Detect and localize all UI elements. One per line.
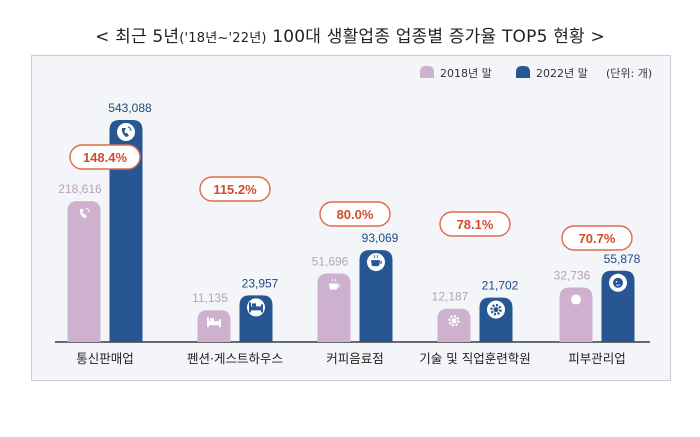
category-group: 11,135 23,957 115.2% 펜션·게스트하우스 bbox=[187, 176, 283, 366]
bar-2022 bbox=[601, 270, 635, 342]
category-group: 12,187 21,702 78.1% 기술 및 직업훈련학원 bbox=[419, 211, 531, 366]
bar-2018 bbox=[317, 273, 351, 342]
data-label-2018: 51,696 bbox=[312, 255, 349, 269]
data-label-2022: 93,069 bbox=[362, 231, 399, 245]
gear-icon bbox=[448, 314, 460, 327]
face-care-icon bbox=[613, 277, 623, 288]
category-label: 통신판매업 bbox=[76, 351, 134, 366]
growth-badge bbox=[561, 225, 633, 251]
data-label-2022: 55,878 bbox=[604, 252, 641, 266]
bar-2022-icon-badge bbox=[117, 123, 135, 141]
phone-icon bbox=[121, 126, 132, 137]
category-label: 커피음료점 bbox=[326, 351, 384, 366]
category-group: 218,616 543,088 148.4% 통신판매업 bbox=[58, 101, 152, 366]
data-label-2018: 218,616 bbox=[58, 182, 102, 196]
chart-title: < 최근 5년('18년~'22년) 100대 생활업종 업종별 증가율 TOP… bbox=[0, 22, 700, 47]
category-label: 기술 및 직업훈련학원 bbox=[419, 351, 530, 366]
data-label-2018: 12,187 bbox=[432, 290, 469, 304]
growth-rate-label: 148.4% bbox=[83, 150, 128, 165]
category-group: 51,696 93,069 80.0% 커피음료점 bbox=[312, 201, 399, 366]
growth-badge bbox=[199, 176, 271, 202]
legend: 2018년 말 2022년 말 (단위: 개) bbox=[420, 66, 652, 80]
growth-rate-label: 115.2% bbox=[213, 182, 257, 197]
face-care-icon bbox=[571, 294, 581, 305]
growth-badge bbox=[439, 211, 511, 237]
title-period: ('18년~'22년) bbox=[179, 31, 267, 46]
category-group: 32,736 55,878 70.7% 피부관리업 bbox=[554, 225, 641, 366]
unit-note: (단위: 개) bbox=[606, 67, 652, 80]
coffee-cup-icon bbox=[329, 278, 340, 290]
bar-2022 bbox=[359, 250, 393, 342]
bed-icon bbox=[249, 302, 263, 313]
bed-icon bbox=[207, 317, 221, 328]
growth-rate-label: 70.7% bbox=[579, 231, 616, 246]
category-label: 펜션·게스트하우스 bbox=[187, 351, 283, 366]
growth-badge bbox=[69, 144, 141, 170]
legend-swatch-2018 bbox=[420, 66, 434, 78]
data-label-2022: 543,088 bbox=[108, 101, 152, 115]
data-label-2018: 32,736 bbox=[554, 268, 591, 282]
data-label-2022: 23,957 bbox=[242, 276, 279, 290]
bar-2018 bbox=[67, 201, 101, 342]
legend-swatch-2022 bbox=[516, 66, 530, 78]
data-label-2022: 21,702 bbox=[482, 279, 519, 293]
bar-2022 bbox=[109, 120, 143, 342]
coffee-cup-icon bbox=[371, 254, 382, 267]
category-label: 피부관리업 bbox=[568, 351, 626, 366]
data-label-2018: 11,135 bbox=[192, 291, 228, 305]
bar-2018-icon-badge bbox=[75, 204, 93, 223]
gear-icon bbox=[490, 303, 502, 316]
legend-label-2022: 2022년 말 bbox=[536, 67, 588, 80]
phone-icon bbox=[79, 207, 90, 219]
growth-badge bbox=[319, 201, 391, 227]
growth-rate-label: 78.1% bbox=[457, 217, 494, 232]
title-main-prefix: < 최근 5년 bbox=[95, 27, 180, 47]
legend-label-2018: 2018년 말 bbox=[440, 67, 492, 80]
title-main-suffix: 100대 생활업종 업종별 증가율 TOP5 현황 > bbox=[266, 27, 605, 47]
growth-rate-label: 80.0% bbox=[337, 207, 374, 222]
